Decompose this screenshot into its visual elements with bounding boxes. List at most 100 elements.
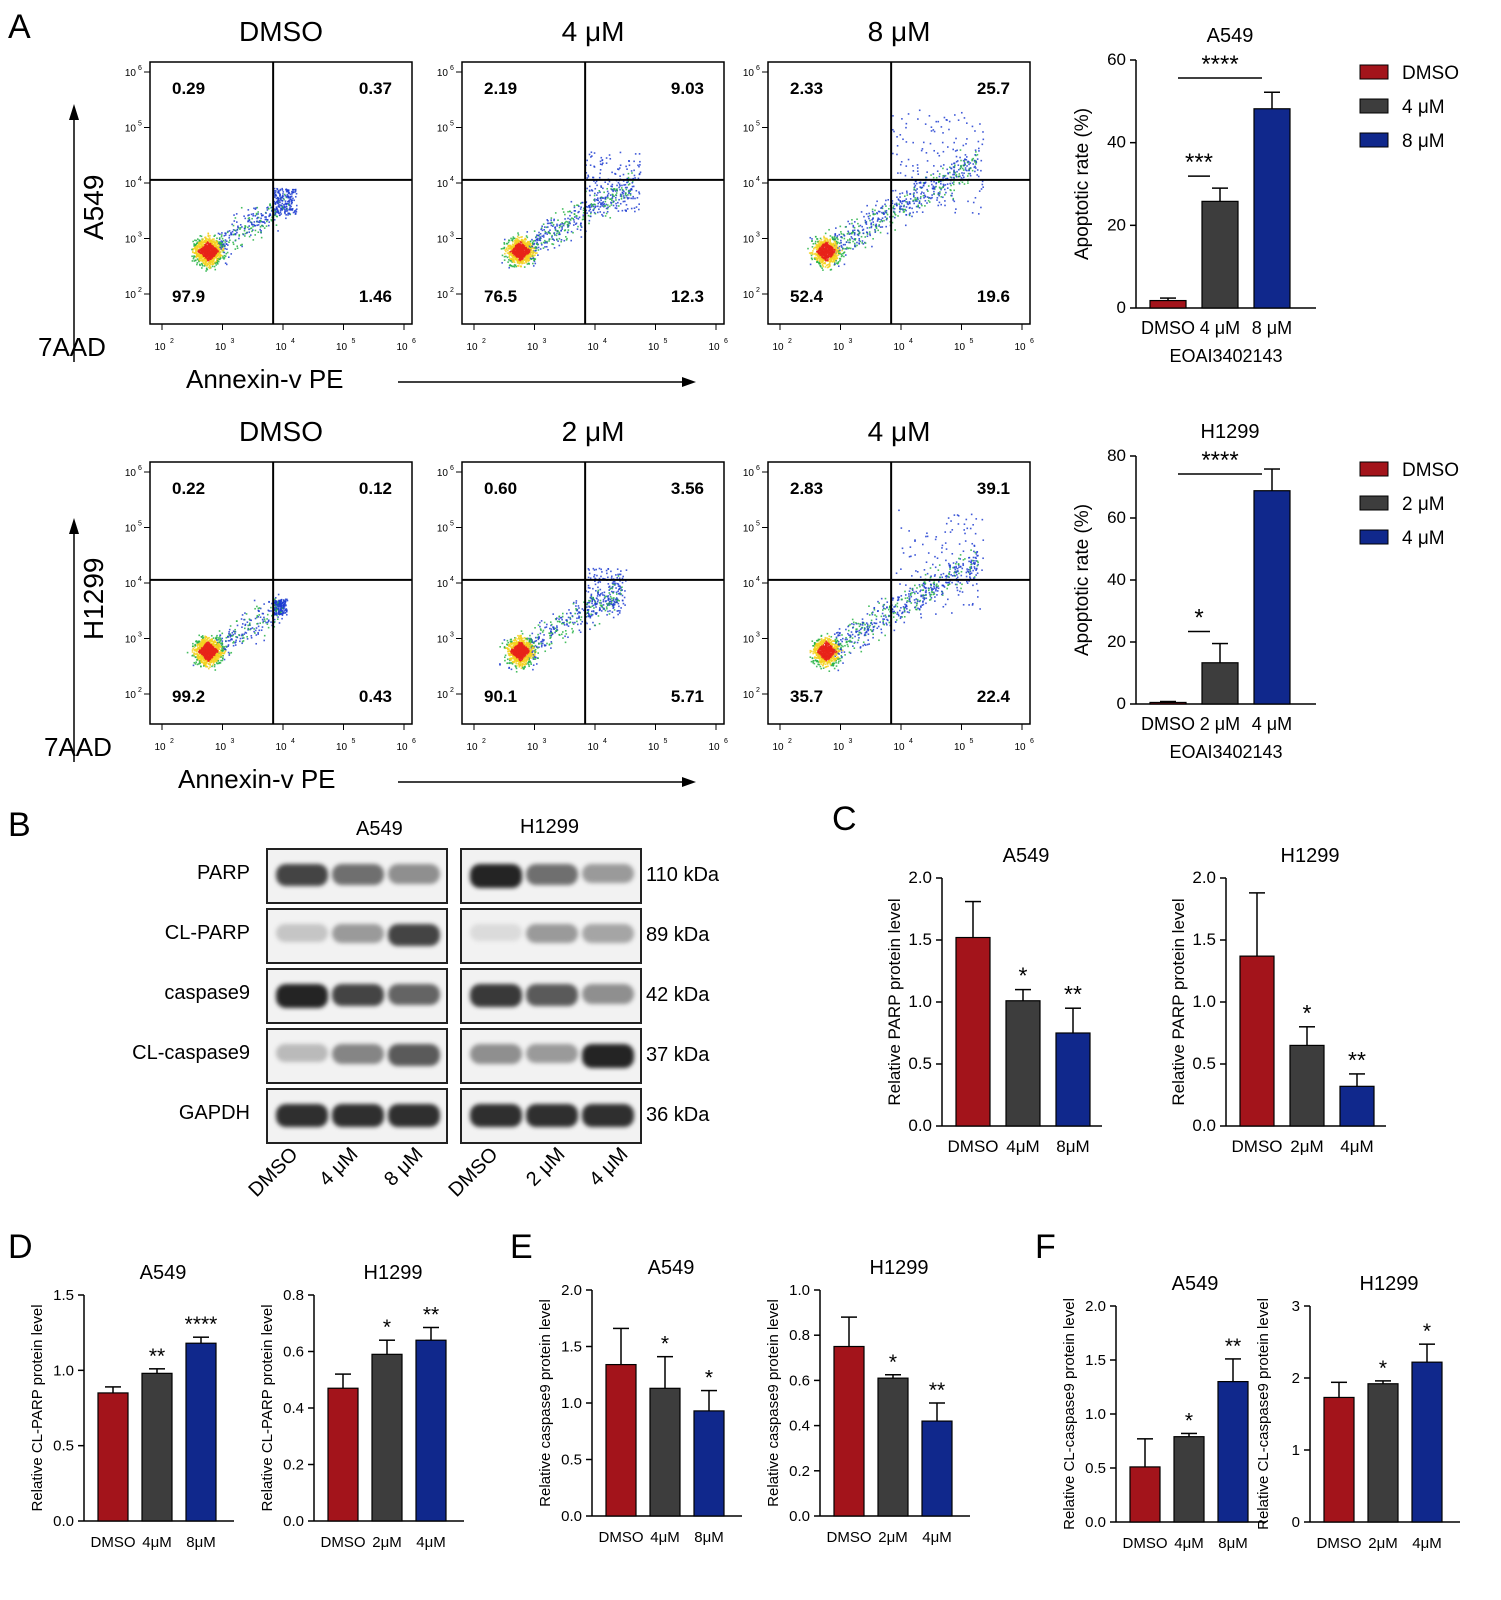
event-dot xyxy=(558,244,561,247)
event-dot xyxy=(213,251,215,253)
event-dot xyxy=(270,207,272,209)
event-dot xyxy=(234,233,237,235)
event-dot xyxy=(579,222,582,225)
event-dot xyxy=(281,613,284,615)
event-dot xyxy=(516,240,518,243)
event-dot xyxy=(621,191,624,194)
event-dot xyxy=(598,201,601,203)
event-dot xyxy=(895,204,898,206)
event-dot xyxy=(927,190,929,192)
event-dot xyxy=(563,239,566,242)
event-dot xyxy=(965,158,968,161)
event-dot xyxy=(604,215,607,217)
event-dot xyxy=(280,611,283,613)
event-dot xyxy=(981,180,984,183)
event-dot xyxy=(217,637,219,639)
event-dot xyxy=(590,156,592,158)
event-dot xyxy=(874,228,876,231)
event-dot xyxy=(829,240,832,243)
event-dot xyxy=(222,247,225,249)
event-dot xyxy=(830,248,833,250)
event-dot xyxy=(509,246,512,249)
event-dot xyxy=(199,248,201,251)
event-dot xyxy=(248,217,251,219)
event-dot xyxy=(513,255,516,258)
event-dot xyxy=(899,200,902,202)
event-dot xyxy=(532,262,534,265)
event-dot xyxy=(604,197,606,200)
event-dot xyxy=(521,262,523,265)
event-dot xyxy=(256,616,258,619)
event-dot xyxy=(515,245,518,247)
event-dot xyxy=(961,181,964,184)
event-dot xyxy=(257,231,260,234)
event-dot xyxy=(578,216,581,219)
event-dot xyxy=(863,241,866,244)
event-dot xyxy=(287,195,290,197)
event-dot xyxy=(267,207,270,210)
event-dot xyxy=(204,263,206,265)
event-dot xyxy=(811,240,813,242)
event-dot xyxy=(940,182,942,185)
event-dot xyxy=(196,258,199,260)
event-dot xyxy=(214,660,216,663)
event-dot xyxy=(615,194,617,196)
event-dot xyxy=(835,227,837,229)
event-dot xyxy=(510,258,513,260)
event-dot xyxy=(816,250,819,252)
event-dot xyxy=(935,176,938,179)
event-dot xyxy=(220,646,222,648)
event-dot xyxy=(821,246,824,249)
event-dot xyxy=(613,187,616,190)
event-dot xyxy=(206,659,209,661)
event-dot xyxy=(918,202,921,205)
event-dot xyxy=(822,260,825,262)
event-dot xyxy=(276,208,278,210)
event-dot xyxy=(236,624,239,627)
event-dot xyxy=(828,258,831,261)
event-dot xyxy=(622,173,625,176)
event-dot xyxy=(851,218,853,221)
event-dot xyxy=(811,246,814,248)
event-dot xyxy=(207,234,209,237)
event-dot xyxy=(277,191,279,193)
event-dot xyxy=(213,241,215,243)
event-dot xyxy=(625,165,627,168)
event-dot xyxy=(230,253,233,255)
event-dot xyxy=(242,233,245,236)
event-dot xyxy=(599,163,602,166)
event-dot xyxy=(552,238,554,240)
event-dot xyxy=(631,181,634,184)
event-dot xyxy=(822,253,825,256)
event-dot xyxy=(875,223,878,226)
event-dot xyxy=(862,232,865,235)
event-dot xyxy=(249,234,252,236)
event-dot xyxy=(501,262,503,264)
event-dot xyxy=(854,238,856,240)
event-dot xyxy=(608,154,611,156)
event-dot xyxy=(595,205,597,208)
event-dot xyxy=(277,602,279,605)
event-dot xyxy=(626,168,628,170)
event-dot xyxy=(275,190,277,192)
event-dot xyxy=(604,205,607,207)
event-dot xyxy=(816,245,819,247)
event-dot xyxy=(219,257,222,259)
event-dot xyxy=(517,234,520,236)
event-dot xyxy=(831,258,833,260)
event-dot xyxy=(630,207,633,210)
event-dot xyxy=(222,257,224,259)
event-dot xyxy=(600,202,602,204)
event-dot xyxy=(842,243,845,246)
event-dot xyxy=(937,193,940,196)
event-dot xyxy=(515,258,517,261)
y-tick-label: 10 xyxy=(125,124,137,135)
event-dot xyxy=(871,208,874,211)
event-dot xyxy=(835,254,837,257)
event-dot xyxy=(282,197,285,200)
event-dot xyxy=(953,169,955,172)
event-dot xyxy=(533,259,536,261)
event-dot xyxy=(915,189,917,192)
event-dot xyxy=(291,201,293,204)
event-dot xyxy=(622,200,625,203)
